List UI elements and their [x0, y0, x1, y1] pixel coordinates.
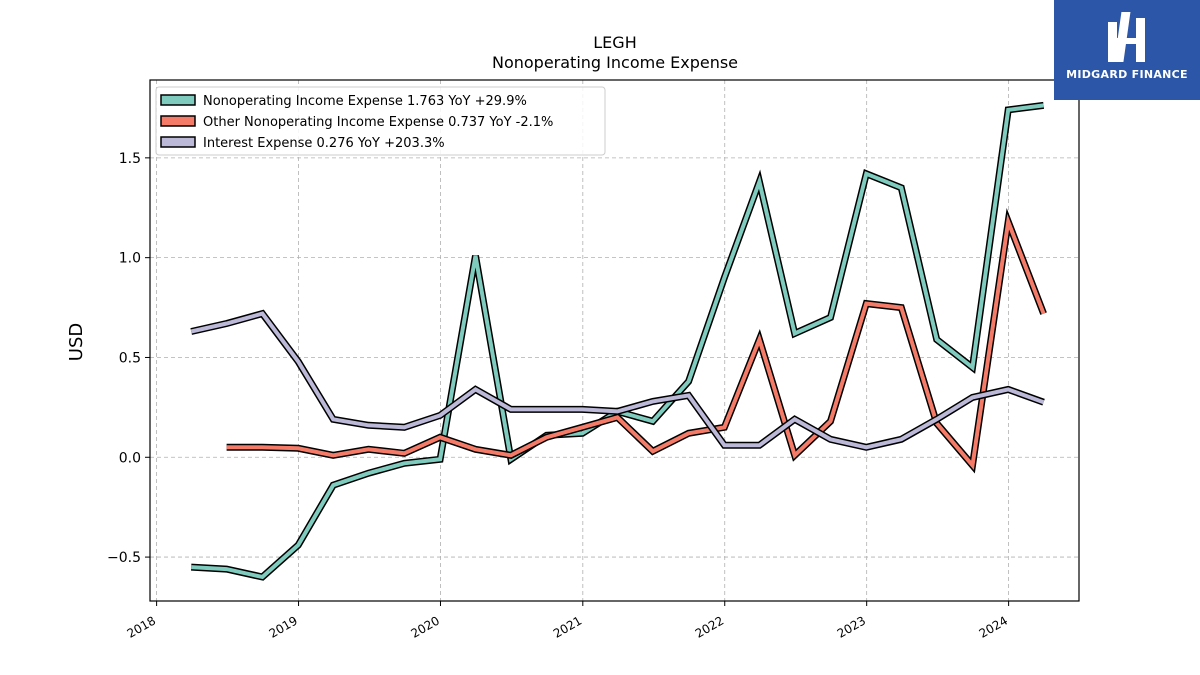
y-axis-label: USD — [66, 323, 87, 361]
chart-subtitle: Nonoperating Income Expense — [492, 53, 738, 72]
x-tick-label: 2019 — [267, 613, 300, 640]
x-tick-label: 2021 — [551, 613, 584, 640]
legend-box — [155, 86, 606, 156]
series-line-interest-expense — [190, 311, 1045, 450]
midgard-logo-icon — [1108, 12, 1145, 62]
chart-title: LEGH — [593, 33, 636, 52]
y-axis-ticks: −0.5 0.0 0.5 1.0 1.5 — [107, 151, 150, 566]
legend-swatch-nonoperating-income-expense — [160, 94, 196, 106]
x-tick-label: 2022 — [693, 613, 726, 640]
legend-label-other-nonoperating-income-expense: Other Nonoperating Income Expense 0.737 … — [203, 115, 553, 130]
series-lines — [190, 101, 1047, 581]
y-tick-label: 1.5 — [119, 151, 141, 167]
legend-label-interest-expense: Interest Expense 0.276 YoY +203.3% — [203, 136, 445, 151]
y-tick-label: 1.0 — [119, 251, 141, 267]
grid-lines — [150, 80, 1079, 601]
x-tick-label: 2024 — [977, 613, 1010, 640]
x-tick-label: 2023 — [835, 613, 868, 640]
x-tick-label: 2020 — [409, 613, 442, 640]
legend-label-nonoperating-income-expense: Nonoperating Income Expense 1.763 YoY +2… — [203, 94, 527, 109]
y-tick-label: 0.0 — [119, 450, 141, 466]
midgard-finance-logo: MIDGARD FINANCE — [1054, 0, 1200, 100]
plot-frame — [149, 79, 1080, 602]
legend-swatch-other-nonoperating-income-expense — [160, 115, 196, 127]
midgard-finance-name: MIDGARD FINANCE — [1066, 68, 1188, 81]
legend-swatch-interest-expense — [160, 136, 196, 148]
y-tick-label: −0.5 — [107, 550, 141, 566]
y-tick-label: 0.5 — [119, 350, 141, 366]
series-line-other-nonoperating-income-expense — [226, 213, 1046, 470]
series-line-nonoperating-income-expense — [191, 103, 1044, 580]
x-tick-label: 2018 — [125, 613, 158, 640]
series-outline-interest-expense — [190, 309, 1045, 451]
legend: Nonoperating Income Expense 1.763 YoY +2… — [155, 86, 606, 156]
x-axis-ticks: 2018 2019 2020 2021 2022 2023 2024 — [125, 601, 1010, 641]
